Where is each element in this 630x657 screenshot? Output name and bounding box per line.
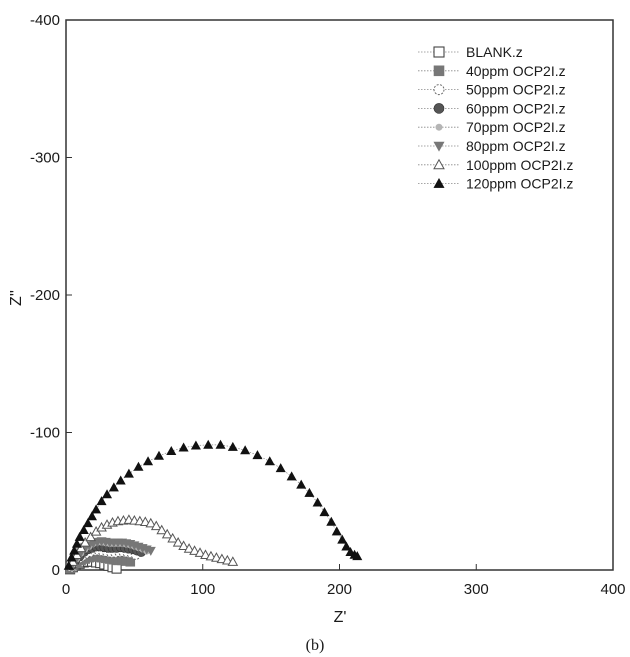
data-point xyxy=(200,549,211,559)
y-tick-label: 0 xyxy=(52,562,60,579)
y-tick-label: -400 xyxy=(30,12,60,29)
data-point xyxy=(178,540,189,551)
data-point xyxy=(227,441,238,451)
data-point xyxy=(352,551,363,561)
data-point xyxy=(78,525,89,535)
data-point xyxy=(133,461,144,471)
data-point xyxy=(275,463,286,473)
legend-marker xyxy=(433,84,445,96)
series-layer xyxy=(63,439,363,575)
plot-area xyxy=(65,19,614,571)
y-tick-label: -300 xyxy=(30,150,60,167)
legend-label: 100ppm OCP2I.z xyxy=(466,157,573,173)
data-point xyxy=(69,545,80,555)
legend-label: 40ppm OCP2I.z xyxy=(466,63,566,79)
legend-label: BLANK.z xyxy=(466,44,523,60)
data-point xyxy=(66,552,77,562)
y-tick-label: -200 xyxy=(30,287,60,304)
x-axis-ticks: 0 100 200 300 400 xyxy=(62,564,626,598)
data-point xyxy=(96,496,107,506)
data-point xyxy=(194,547,206,557)
y-axis-ticks: 0 -100 -200 -300 -400 xyxy=(30,12,72,579)
data-point xyxy=(150,520,162,531)
legend-marker xyxy=(433,158,445,170)
data-point xyxy=(108,482,119,492)
data-point xyxy=(296,479,307,489)
data-point xyxy=(166,445,177,455)
data-point xyxy=(74,531,85,541)
data-point xyxy=(143,456,154,466)
data-point xyxy=(205,550,217,561)
data-point xyxy=(264,456,275,466)
data-point xyxy=(79,536,91,547)
legend-marker xyxy=(433,177,445,188)
legend-label: 60ppm OCP2I.z xyxy=(466,100,566,116)
legend-marker xyxy=(433,103,445,114)
y-axis-title: Z'' xyxy=(8,290,25,306)
data-point xyxy=(115,475,126,485)
data-point xyxy=(71,538,82,548)
data-point xyxy=(145,546,156,556)
data-point xyxy=(111,563,122,574)
data-point xyxy=(161,528,173,539)
figure-caption: (b) xyxy=(306,637,325,654)
legend-marker xyxy=(433,46,445,58)
data-point xyxy=(252,450,263,460)
data-point xyxy=(102,489,113,499)
data-point xyxy=(286,471,297,481)
data-point xyxy=(211,552,222,562)
legend: BLANK.z 40ppm OCP2I.z 50ppm OCP2I.z 60ppm O… xyxy=(418,44,573,192)
legend-marker xyxy=(433,141,445,152)
data-point xyxy=(86,511,97,521)
legend-label: 80ppm OCP2I.z xyxy=(466,138,566,154)
data-point xyxy=(156,524,168,535)
x-axis-title: Z' xyxy=(334,609,347,626)
data-point xyxy=(203,439,214,449)
data-point xyxy=(145,517,157,528)
data-point xyxy=(190,440,201,450)
x-tick-label: 0 xyxy=(62,581,70,598)
data-point xyxy=(139,516,151,526)
x-tick-label: 300 xyxy=(464,581,489,598)
data-point xyxy=(123,468,134,478)
data-point xyxy=(91,504,102,514)
legend-label: 70ppm OCP2I.z xyxy=(466,119,566,135)
legend-label: 120ppm OCP2I.z xyxy=(466,176,573,192)
x-tick-label: 100 xyxy=(190,581,215,598)
series-fit-line xyxy=(68,444,358,566)
data-point xyxy=(337,534,348,544)
data-point xyxy=(326,516,337,526)
legend-marker xyxy=(435,123,443,131)
data-point xyxy=(216,553,228,564)
data-point xyxy=(153,450,164,460)
data-point xyxy=(167,532,179,543)
data-point xyxy=(215,439,226,449)
data-point xyxy=(82,518,93,528)
data-point xyxy=(63,560,74,570)
data-point xyxy=(85,531,96,542)
y-tick-label: -100 xyxy=(30,425,60,442)
data-point xyxy=(227,556,239,566)
data-point xyxy=(319,507,330,517)
data-point xyxy=(172,536,184,547)
data-point xyxy=(312,497,323,507)
legend-label: 50ppm OCP2I.z xyxy=(466,82,566,98)
x-tick-label: 200 xyxy=(327,581,352,598)
data-point xyxy=(240,445,251,455)
data-point xyxy=(189,545,200,555)
data-point xyxy=(222,554,233,565)
series-7 xyxy=(63,439,363,570)
data-point xyxy=(183,543,195,553)
x-tick-label: 400 xyxy=(600,581,625,598)
data-point xyxy=(341,541,352,551)
data-point xyxy=(178,442,189,452)
legend-marker xyxy=(433,65,445,77)
data-point xyxy=(304,487,315,497)
data-point xyxy=(331,526,342,536)
